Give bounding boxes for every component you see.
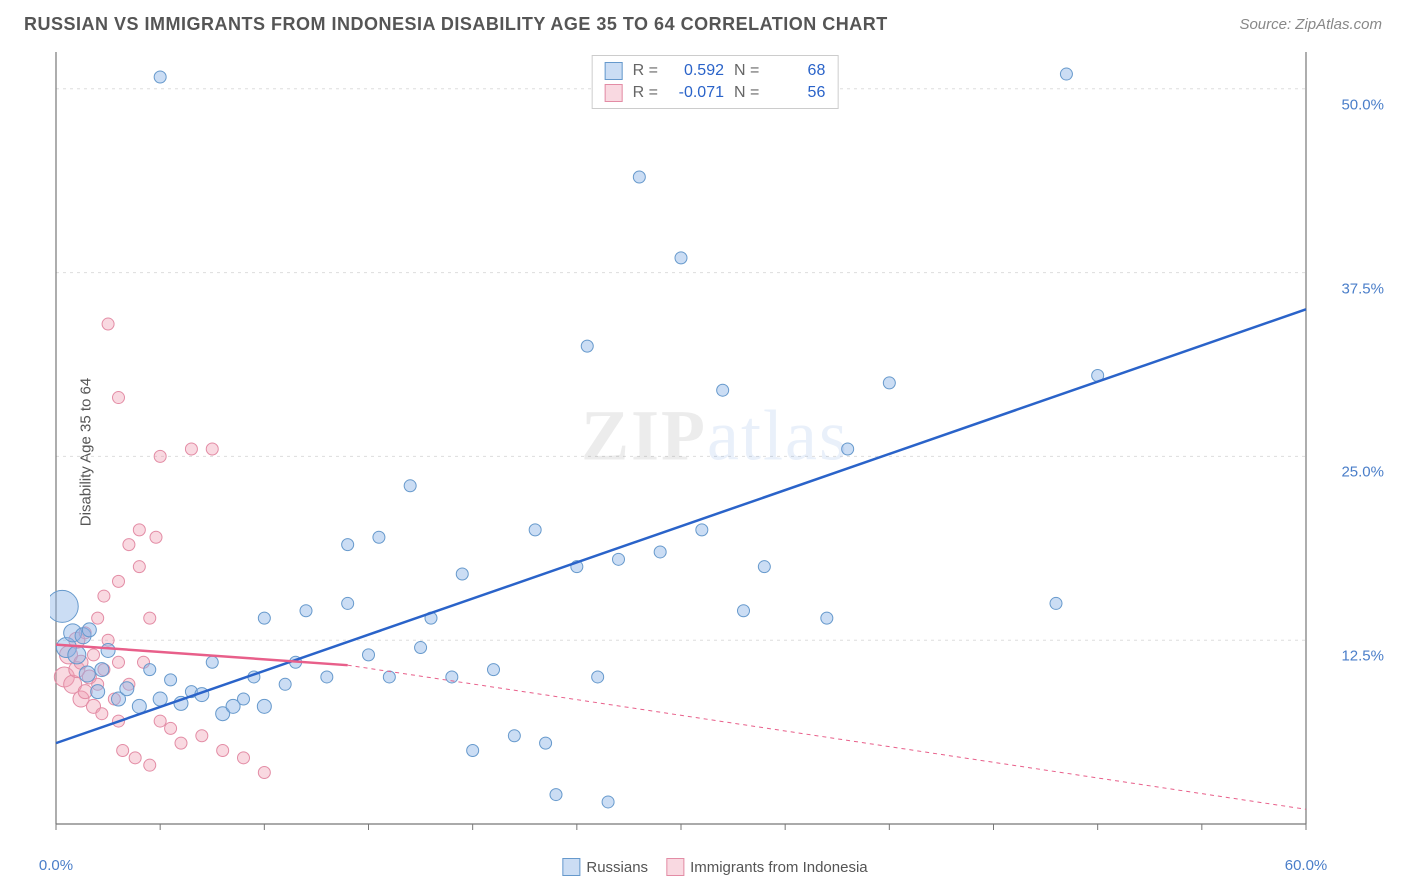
swatch-icon <box>562 858 580 876</box>
chart-area: Disability Age 35 to 64 ZIPatlas R = 0.5… <box>50 52 1380 852</box>
r-label: R = <box>633 62 658 80</box>
chart-header: RUSSIAN VS IMMIGRANTS FROM INDONESIA DIS… <box>0 0 1406 45</box>
swatch-icon <box>605 62 623 80</box>
r-value: -0.071 <box>668 84 724 102</box>
n-label: N = <box>734 62 759 80</box>
y-tick-label: 37.5% <box>1341 280 1384 297</box>
y-tick-label: 25.0% <box>1341 464 1384 481</box>
legend-label: Russians <box>586 859 648 876</box>
x-tick-label: 0.0% <box>39 857 73 874</box>
scatter-plot-svg <box>50 52 1380 852</box>
r-value: 0.592 <box>668 62 724 80</box>
swatch-icon <box>605 84 623 102</box>
legend-item: Immigrants from Indonesia <box>666 858 868 876</box>
swatch-icon <box>666 858 684 876</box>
y-tick-label: 50.0% <box>1341 96 1384 113</box>
n-value: 68 <box>769 62 825 80</box>
source-credit: Source: ZipAtlas.com <box>1239 16 1382 33</box>
n-label: N = <box>734 84 759 102</box>
legend-item: Russians <box>562 858 648 876</box>
series-legend: Russians Immigrants from Indonesia <box>562 858 867 876</box>
legend-row: R = 0.592 N = 68 <box>605 60 826 82</box>
r-label: R = <box>633 84 658 102</box>
n-value: 56 <box>769 84 825 102</box>
y-tick-label: 12.5% <box>1341 648 1384 665</box>
chart-title: RUSSIAN VS IMMIGRANTS FROM INDONESIA DIS… <box>24 14 888 35</box>
legend-row: R = -0.071 N = 56 <box>605 82 826 104</box>
x-tick-label: 60.0% <box>1285 857 1328 874</box>
correlation-legend: R = 0.592 N = 68 R = -0.071 N = 56 <box>592 55 839 109</box>
legend-label: Immigrants from Indonesia <box>690 859 868 876</box>
